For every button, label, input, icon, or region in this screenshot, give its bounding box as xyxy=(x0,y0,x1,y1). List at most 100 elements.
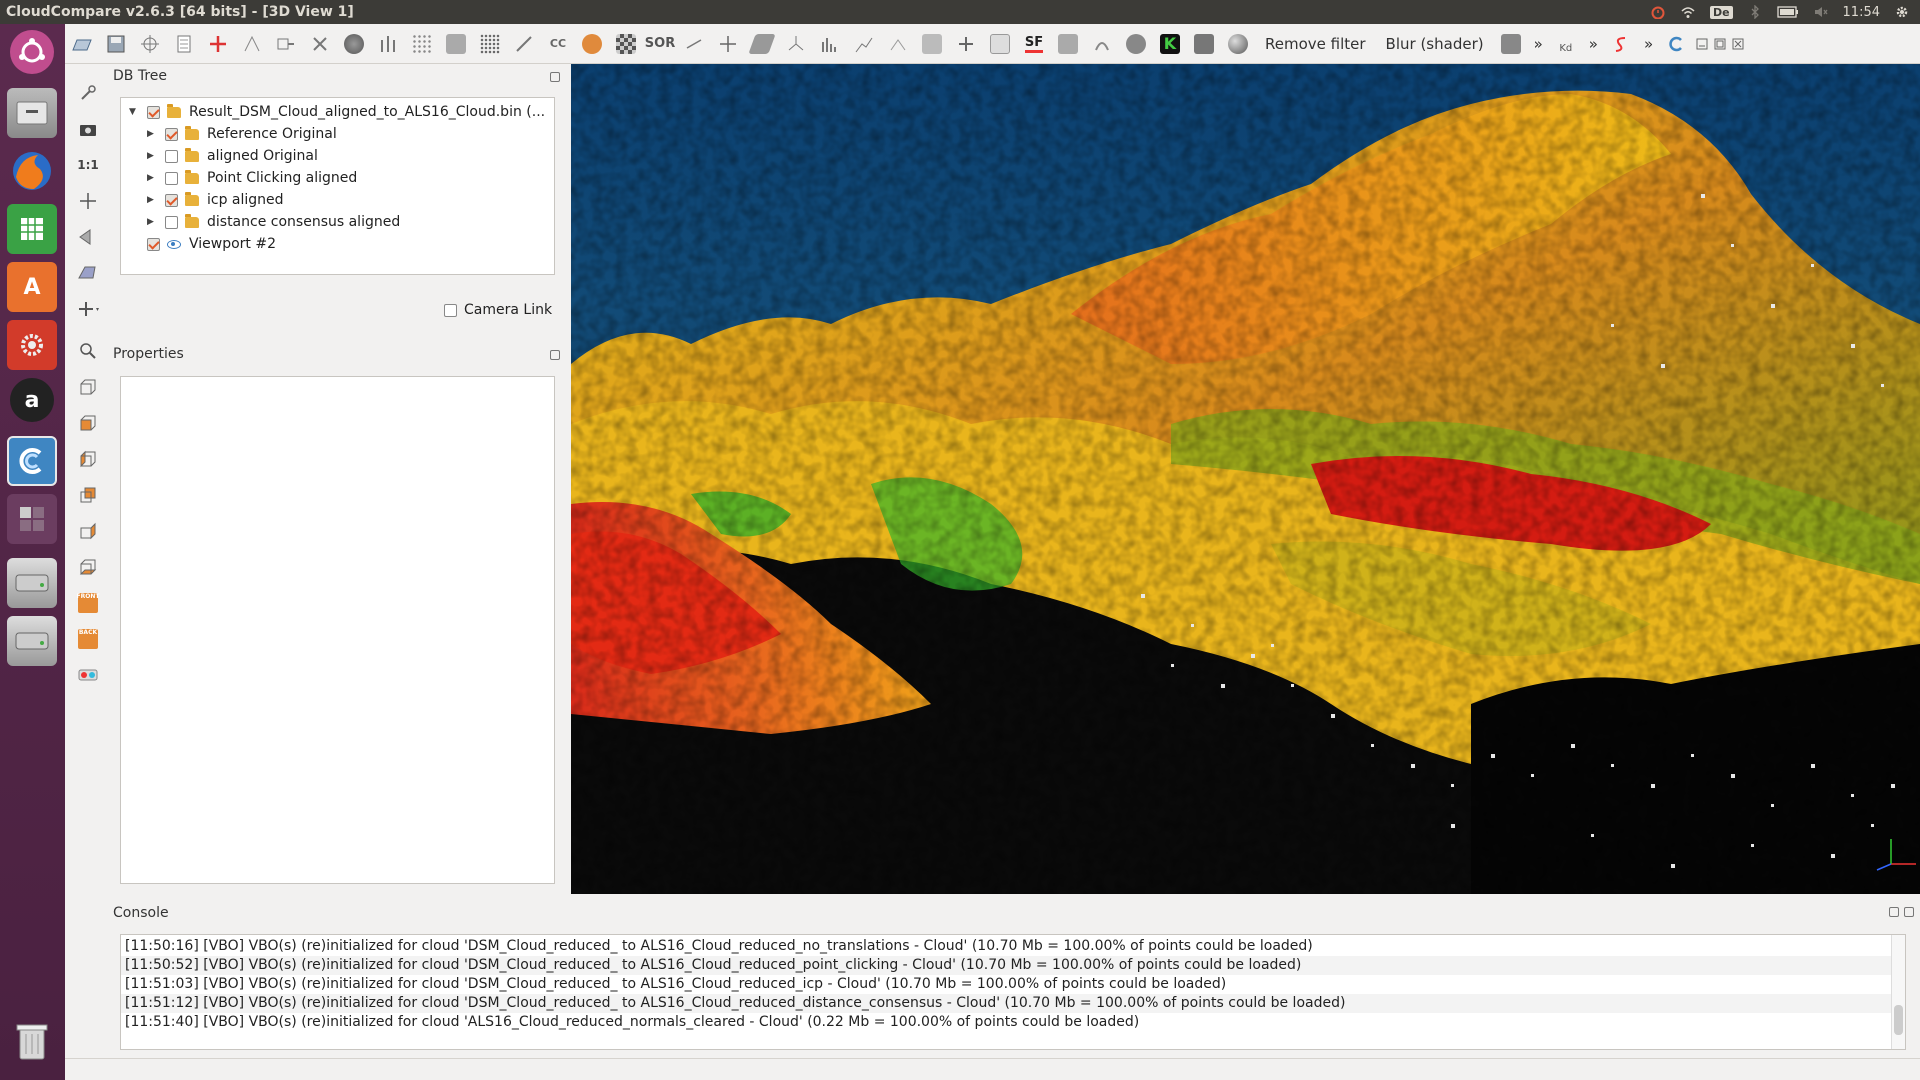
remove-filter-button[interactable]: Remove filter xyxy=(1265,34,1366,53)
console-log[interactable]: [11:50:16] [VBO] VBO(s) (re)initialized … xyxy=(120,934,1906,1050)
toolbar-overflow-button[interactable]: » xyxy=(1533,34,1543,53)
console-float-button[interactable] xyxy=(1889,907,1899,917)
firefox-icon[interactable] xyxy=(7,146,57,196)
disk-drive-icon[interactable] xyxy=(7,558,57,608)
spreadsheet-icon[interactable] xyxy=(7,204,57,254)
zoom-1-1-button[interactable]: 1:1 xyxy=(77,158,99,172)
list-icon[interactable] xyxy=(169,29,199,59)
cloudcompare-small-icon[interactable] xyxy=(1661,29,1691,59)
calculator-icon[interactable] xyxy=(985,29,1015,59)
open-file-icon[interactable] xyxy=(67,29,97,59)
system-settings-icon[interactable] xyxy=(7,320,57,370)
3d-view[interactable] xyxy=(571,64,1920,894)
alarm-clock-icon[interactable] xyxy=(1650,5,1666,20)
translate-icon[interactable] xyxy=(237,29,267,59)
crop-icon[interactable] xyxy=(509,29,539,59)
clock[interactable]: 11:54 xyxy=(1842,4,1880,20)
delete-icon[interactable] xyxy=(305,29,335,59)
move-icon[interactable] xyxy=(713,29,743,59)
axis-icon[interactable] xyxy=(781,29,811,59)
kd-tree-icon[interactable]: Kd xyxy=(1559,43,1573,54)
view-bottom-icon[interactable] xyxy=(77,556,99,578)
stereo-icon[interactable] xyxy=(77,664,99,686)
camera-icon[interactable] xyxy=(77,118,99,140)
tree-item-point-clicking-aligned[interactable]: ▶ Point Clicking aligned xyxy=(147,168,357,188)
zoom-icon[interactable] xyxy=(77,340,99,362)
keyboard-layout-indicator[interactable]: De xyxy=(1709,5,1733,19)
normals-icon[interactable] xyxy=(373,29,403,59)
knife-icon[interactable] xyxy=(1189,29,1219,59)
tree-item-checkbox[interactable] xyxy=(147,105,160,119)
subsample-icon[interactable] xyxy=(407,29,437,59)
disk-drive-icon[interactable] xyxy=(7,616,57,666)
wifi-icon[interactable] xyxy=(1680,5,1696,19)
tree-item-icp-aligned[interactable]: ▶ icp aligned xyxy=(147,190,284,210)
tree-item-checkbox[interactable] xyxy=(165,171,178,185)
rotation-center-icon[interactable] xyxy=(77,298,99,320)
expand-arrow-icon[interactable]: ▶ xyxy=(147,217,154,227)
tree-item-reference-original[interactable]: ▶ Reference Original xyxy=(147,124,337,144)
plane-icon[interactable] xyxy=(747,29,777,59)
table-icon[interactable] xyxy=(917,29,947,59)
add-icon[interactable] xyxy=(951,29,981,59)
scalar-field-icon[interactable]: SF xyxy=(1019,29,1049,59)
shader-icon[interactable] xyxy=(1496,29,1526,59)
console-scrollbar[interactable] xyxy=(1891,935,1905,1049)
cloud-icon[interactable] xyxy=(1121,29,1151,59)
sor-filter-icon[interactable]: SOR xyxy=(644,36,676,51)
view-left-icon[interactable] xyxy=(77,448,99,470)
tree-item-checkbox[interactable] xyxy=(165,127,178,141)
trash-icon[interactable] xyxy=(7,1016,57,1066)
checkerboard-icon[interactable] xyxy=(611,29,641,59)
distance-icon[interactable] xyxy=(1087,29,1117,59)
expand-arrow-icon[interactable]: ▶ xyxy=(147,173,154,183)
amazon-icon[interactable]: a xyxy=(10,378,54,422)
db-tree-float-button[interactable] xyxy=(550,72,560,82)
sphere-icon[interactable] xyxy=(1223,29,1253,59)
histogram-icon[interactable] xyxy=(815,29,845,59)
segment-icon[interactable] xyxy=(271,29,301,59)
cc-icon[interactable]: CC xyxy=(549,37,567,50)
tree-item-aligned-original[interactable]: ▶ aligned Original xyxy=(147,146,318,166)
perspective-icon[interactable] xyxy=(77,262,99,284)
files-icon[interactable] xyxy=(7,88,57,138)
noise-filter-icon[interactable] xyxy=(475,29,505,59)
pick-point-icon[interactable] xyxy=(135,29,165,59)
view-top-icon[interactable] xyxy=(77,376,99,398)
view-iso-front-icon[interactable]: FRONT xyxy=(77,592,99,614)
gear-icon[interactable] xyxy=(1894,5,1910,19)
software-center-icon[interactable]: A xyxy=(7,262,57,312)
s-curve-icon[interactable] xyxy=(1606,29,1636,59)
properties-float-button[interactable] xyxy=(550,350,560,360)
scissors-icon[interactable] xyxy=(679,29,709,59)
filter-range-icon[interactable] xyxy=(883,29,913,59)
tree-item-checkbox[interactable] xyxy=(165,215,178,229)
color-icon[interactable] xyxy=(577,29,607,59)
battery-icon[interactable] xyxy=(1776,5,1799,19)
view-front-icon[interactable] xyxy=(77,412,99,434)
scrollbar-thumb[interactable] xyxy=(1894,1005,1903,1035)
tree-item-checkbox[interactable] xyxy=(165,193,178,207)
collapse-arrow-icon[interactable]: ▼ xyxy=(129,107,136,117)
center-icon[interactable] xyxy=(77,190,99,212)
blur-shader-button[interactable]: Blur (shader) xyxy=(1385,34,1484,53)
wrench-icon[interactable] xyxy=(77,82,99,104)
camera-link-toggle[interactable]: Camera Link xyxy=(444,302,552,318)
workspace-switcher-icon[interactable] xyxy=(7,494,57,544)
pivot-icon[interactable] xyxy=(77,226,99,248)
expand-arrow-icon[interactable]: ▶ xyxy=(147,195,154,205)
merge-icon[interactable] xyxy=(339,29,369,59)
camera-link-checkbox[interactable] xyxy=(444,303,457,317)
tree-item-root[interactable]: ▼ Result_DSM_Cloud_aligned_to_ALS16_Clou… xyxy=(129,102,545,122)
save-icon[interactable] xyxy=(101,29,131,59)
restore-icon[interactable] xyxy=(1713,29,1727,59)
tree-item-checkbox[interactable] xyxy=(147,237,160,251)
tree-item-distance-consensus-aligned[interactable]: ▶ distance consensus aligned xyxy=(147,212,400,232)
expand-arrow-icon[interactable]: ▶ xyxy=(147,129,154,139)
minimize-icon[interactable] xyxy=(1695,29,1709,59)
view-back-icon[interactable] xyxy=(77,484,99,506)
console-close-button[interactable] xyxy=(1904,907,1914,917)
point-picking-icon[interactable] xyxy=(203,29,233,59)
toolbar-overflow-button[interactable]: » xyxy=(1643,34,1654,53)
mesh-icon[interactable] xyxy=(441,29,471,59)
